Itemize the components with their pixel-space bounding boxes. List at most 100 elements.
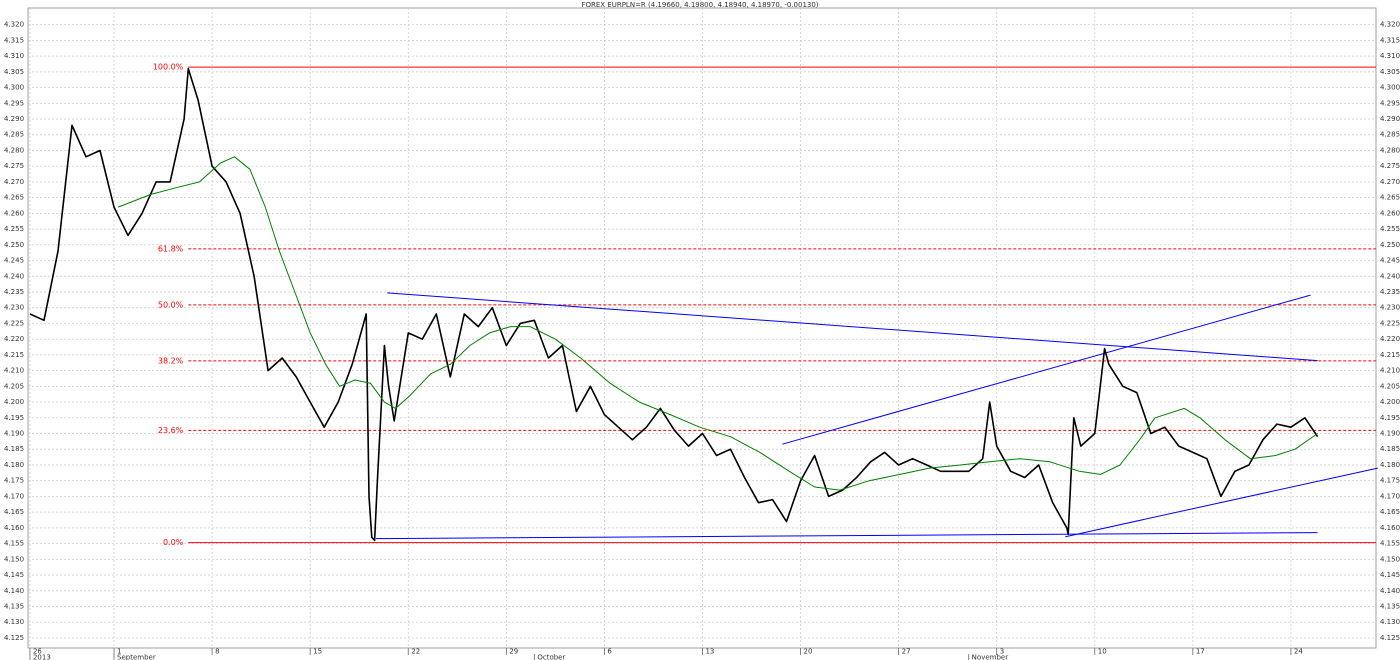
- y-tick-label: 4.200: [4, 398, 24, 406]
- x-tick-label: 10: [1098, 648, 1107, 656]
- y-tick-label-right: 4.185: [1380, 445, 1400, 453]
- x-tick-label: 26: [33, 648, 42, 656]
- plot-frame: [27, 7, 1377, 649]
- chart-title: FOREX EURPLN=R (4.19660, 4.19800, 4.1894…: [581, 1, 818, 9]
- period-label: September: [117, 654, 156, 660]
- y-tick-label-right: 4.190: [1380, 430, 1400, 438]
- fib-label: 50.0%: [158, 300, 184, 309]
- trend-line: [387, 292, 1318, 362]
- y-tick-label-right: 4.240: [1380, 272, 1400, 280]
- y-tick-label-right: 4.195: [1380, 414, 1400, 422]
- y-tick-label-right: 4.180: [1380, 461, 1400, 469]
- y-tick-label: 4.155: [4, 540, 24, 548]
- y-tick-label: 4.175: [4, 477, 24, 485]
- y-tick-label-right: 4.285: [1380, 131, 1400, 139]
- y-tick-label: 4.245: [4, 257, 24, 265]
- y-tick-label: 4.235: [4, 288, 24, 296]
- y-tick-label-right: 4.135: [1380, 602, 1400, 610]
- y-tick-label: 4.290: [4, 115, 24, 123]
- y-tick-label-right: 4.230: [1380, 304, 1400, 312]
- fib-label: 100.0%: [153, 63, 184, 72]
- y-tick-label: 4.145: [4, 571, 24, 579]
- y-tick-label: 4.230: [4, 304, 24, 312]
- y-tick-label: 4.205: [4, 382, 24, 390]
- y-tick-label-right: 4.265: [1380, 194, 1400, 202]
- y-tick-label: 4.315: [4, 36, 24, 44]
- x-tick-label: 15: [313, 648, 322, 656]
- y-tick-label: 4.180: [4, 461, 24, 469]
- y-tick-label-right: 4.300: [1380, 84, 1400, 92]
- y-tick-label: 4.305: [4, 68, 24, 76]
- y-tick-label-right: 4.295: [1380, 99, 1400, 107]
- y-tick-label: 4.240: [4, 272, 24, 280]
- y-tick-label: 4.150: [4, 555, 24, 563]
- y-tick-label-right: 4.225: [1380, 319, 1400, 327]
- y-tick-label-right: 4.170: [1380, 492, 1400, 500]
- x-tick-label: 6: [607, 648, 612, 656]
- y-tick-label-right: 4.155: [1380, 540, 1400, 548]
- x-tick-label: 1: [117, 648, 121, 656]
- y-tick-label: 4.270: [4, 178, 24, 186]
- y-tick-label-right: 4.290: [1380, 115, 1400, 123]
- fib-label: 0.0%: [163, 538, 184, 547]
- y-tick-label-right: 4.205: [1380, 382, 1400, 390]
- y-tick-label-right: 4.140: [1380, 587, 1400, 595]
- y-tick-label: 4.140: [4, 587, 24, 595]
- y-tick-label-right: 4.215: [1380, 351, 1400, 359]
- y-tick-label-right: 4.250: [1380, 241, 1400, 249]
- y-tick-label: 4.160: [4, 524, 24, 532]
- y-tick-label-right: 4.255: [1380, 225, 1400, 233]
- y-tick-label: 4.165: [4, 508, 24, 516]
- y-tick-label: 4.135: [4, 602, 24, 610]
- moving-average: [118, 156, 1318, 491]
- y-tick-label: 4.215: [4, 351, 24, 359]
- y-tick-label-right: 4.260: [1380, 209, 1400, 217]
- x-tick-label: 22: [411, 648, 420, 656]
- y-tick-label-right: 4.200: [1380, 398, 1400, 406]
- y-tick-label: 4.255: [4, 225, 24, 233]
- x-tick-label: 13: [705, 648, 714, 656]
- fib-label: 61.8%: [158, 244, 184, 253]
- x-tick-label: 20: [804, 648, 813, 656]
- y-tick-label-right: 4.220: [1380, 335, 1400, 343]
- y-tick-label: 4.220: [4, 335, 24, 343]
- y-tick-label: 4.210: [4, 367, 24, 375]
- trend-line: [1065, 467, 1378, 538]
- y-tick-label-right: 4.305: [1380, 68, 1400, 76]
- y-tick-label: 4.190: [4, 430, 24, 438]
- y-tick-label-right: 4.280: [1380, 146, 1400, 154]
- y-tick-label: 4.280: [4, 146, 24, 154]
- period-label: November: [972, 654, 1009, 660]
- y-tick-label: 4.320: [4, 21, 24, 29]
- y-tick-label-right: 4.235: [1380, 288, 1400, 296]
- period-label: 2013: [33, 654, 51, 660]
- y-tick-label: 4.285: [4, 131, 24, 139]
- y-tick-label-right: 4.210: [1380, 367, 1400, 375]
- y-tick-label-right: 4.145: [1380, 571, 1400, 579]
- y-tick-label: 4.170: [4, 492, 24, 500]
- period-label: October: [537, 654, 565, 660]
- x-tick-label: 8: [215, 648, 219, 656]
- fib-label: 38.2%: [158, 356, 184, 365]
- y-tick-label-right: 4.150: [1380, 555, 1400, 563]
- y-tick-label-right: 4.160: [1380, 524, 1400, 532]
- y-tick-label: 4.295: [4, 99, 24, 107]
- y-tick-label-right: 4.130: [1380, 618, 1400, 626]
- y-tick-label-right: 4.320: [1380, 21, 1400, 29]
- y-tick-label-right: 4.310: [1380, 52, 1400, 60]
- y-tick-label-right: 4.270: [1380, 178, 1400, 186]
- y-tick-label: 4.125: [4, 634, 24, 642]
- y-tick-label: 4.275: [4, 162, 24, 170]
- x-tick-label: 24: [1294, 648, 1303, 656]
- y-tick-label-right: 4.245: [1380, 257, 1400, 265]
- y-tick-label-right: 4.275: [1380, 162, 1400, 170]
- trend-line: [375, 532, 1318, 540]
- y-tick-label: 4.260: [4, 209, 24, 217]
- fib-label: 23.6%: [158, 426, 184, 435]
- x-tick-label: 27: [902, 648, 911, 656]
- y-tick-label: 4.310: [4, 52, 24, 60]
- x-tick-label: 29: [509, 648, 518, 656]
- x-tick-label: 17: [1196, 648, 1205, 656]
- price-line: [29, 67, 1319, 542]
- y-tick-label: 4.195: [4, 414, 24, 422]
